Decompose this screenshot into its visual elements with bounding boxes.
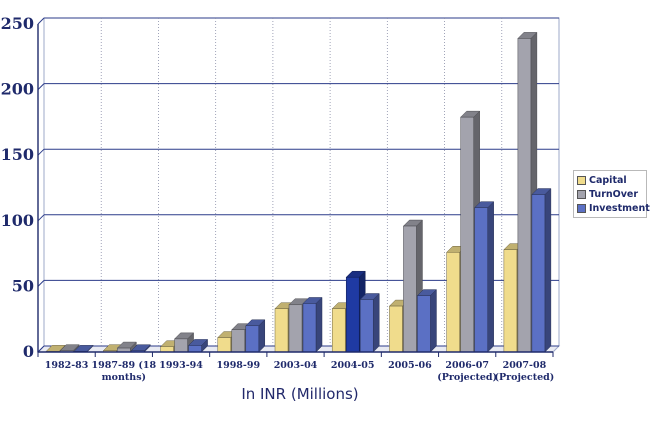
bar-investment — [474, 201, 495, 353]
x-tick-label: 2006-07 (Projected) — [437, 360, 497, 383]
legend-item: Investment — [577, 201, 650, 215]
legend-item: TurnOver — [577, 187, 643, 201]
bar-front — [517, 38, 532, 353]
bar-front — [389, 305, 403, 353]
legend-label: Capital — [589, 174, 627, 186]
x-tick-label: 1987-89 (18 months) — [92, 360, 157, 383]
bar-front — [160, 346, 174, 353]
bar-side — [315, 296, 323, 353]
x-tick-label-line: 1993-94 — [159, 360, 203, 371]
bar-front — [331, 308, 346, 353]
bar-front — [446, 252, 460, 353]
bar-front — [531, 194, 546, 353]
legend-item: Capital — [577, 173, 643, 187]
y-tick-label: 150 — [1, 145, 34, 164]
x-tick-label: 2004-05 — [331, 360, 375, 371]
bar-investment — [359, 292, 380, 353]
bar-investment — [416, 288, 438, 353]
gridline-depth — [37, 148, 45, 156]
x-tick-label: 2003-04 — [274, 360, 318, 371]
y-tick-label: 200 — [1, 80, 34, 99]
gridline-depth — [37, 17, 45, 25]
bar-investment — [187, 338, 209, 353]
x-axis-title: In INR (Millions) — [241, 385, 358, 403]
gridline-depth — [37, 280, 45, 287]
x-tick-label-line: (Projected) — [437, 372, 497, 383]
bar-front — [288, 304, 303, 353]
x-tick-label-line: (Projected) — [494, 372, 554, 383]
x-tick-label: 2005-06 — [388, 360, 432, 371]
gridline-depth — [37, 345, 45, 353]
legend-swatch — [577, 203, 586, 213]
x-tick-label: 2007-08 (Projected) — [494, 360, 554, 383]
x-tick-label-line: 2003-04 — [274, 360, 318, 371]
x-tick-label-line: 2007-08 — [503, 360, 547, 371]
legend: Capital TurnOver Investment — [573, 170, 650, 218]
x-tick-label: 1993-94 — [159, 360, 203, 371]
bar-front — [245, 325, 260, 353]
bar-investment — [302, 296, 323, 353]
x-tick-label-line: 1982-83 — [45, 360, 89, 371]
legend-swatch — [577, 175, 586, 185]
bar-front — [503, 249, 518, 353]
bar-investment — [531, 187, 552, 353]
y-tick-label: 50 — [12, 276, 34, 295]
bar-front — [274, 308, 289, 353]
bar-front — [174, 338, 188, 353]
x-tick-label-line: 1998-99 — [216, 360, 260, 371]
y-tick-label: 0 — [23, 342, 34, 361]
bar-side — [430, 288, 437, 353]
legend-swatch — [577, 189, 586, 199]
bar-front — [474, 207, 488, 353]
x-tick-label: 1982-83 — [45, 360, 89, 371]
legend-label: Investment — [589, 202, 650, 214]
bar-front — [302, 303, 317, 353]
x-tick-label-line: 2004-05 — [331, 360, 375, 371]
gridline-depth — [37, 214, 45, 222]
bar-side — [487, 201, 494, 353]
x-tick-label-line: 2006-07 — [445, 360, 489, 371]
x-tick-label-line: 1987-89 (18 — [92, 360, 157, 371]
y-tick-label: 100 — [1, 211, 34, 230]
bar-front — [403, 225, 417, 353]
bar-side — [372, 292, 380, 353]
x-tick-label-line: months) — [102, 372, 146, 383]
gridline-depth — [37, 83, 45, 90]
x-tick-label: 1998-99 — [216, 360, 260, 371]
x-tick-label-line: 2005-06 — [388, 360, 432, 371]
bar-front — [417, 295, 431, 353]
legend-label: TurnOver — [589, 188, 639, 200]
bar-front — [188, 345, 202, 353]
bar-investment — [245, 319, 266, 353]
bar-turnover — [116, 341, 137, 353]
bar-side — [544, 187, 552, 353]
y-tick-label: 250 — [1, 14, 34, 33]
bar-front — [460, 116, 474, 353]
bar-front — [345, 276, 360, 353]
bar-front — [231, 329, 246, 353]
bar-front — [217, 337, 232, 353]
bar-front — [359, 299, 374, 353]
